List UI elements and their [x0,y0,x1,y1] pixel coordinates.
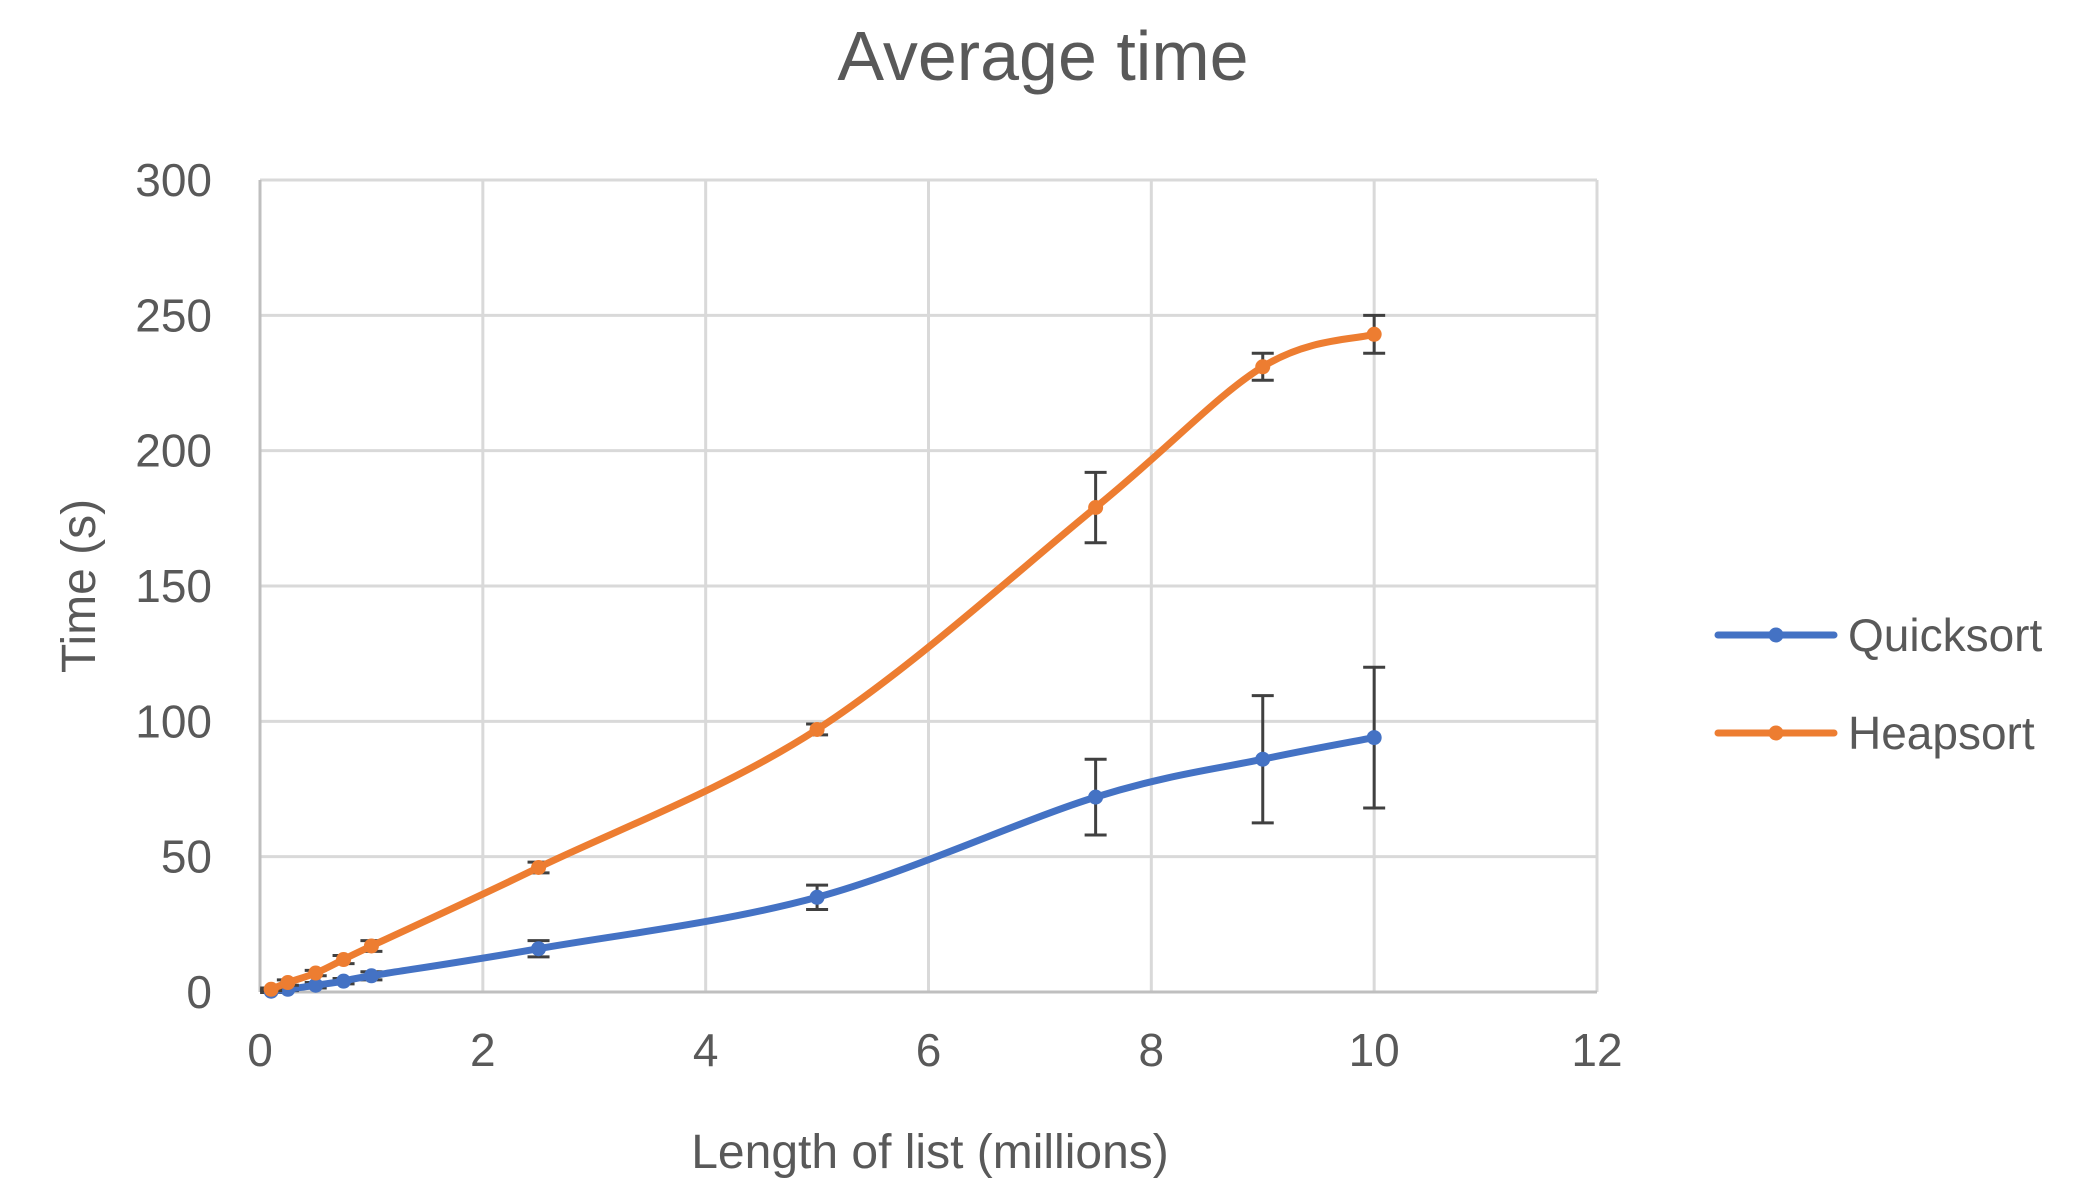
quicksort-point [363,968,379,984]
x-tick-label: 4 [693,1024,719,1076]
y-axis-title: Time (s) [53,499,106,673]
quicksort-point [336,973,352,989]
heapsort-point [531,859,547,875]
legend-marker-quicksort [1768,627,1784,643]
heapsort-point [308,965,324,981]
legend-marker-heapsort [1768,725,1784,741]
heapsort-point [263,981,279,997]
quicksort-point [1366,730,1382,746]
x-axis-title: Length of list (millions) [691,1126,1169,1179]
x-tick-label: 0 [247,1024,273,1076]
y-tick-label: 100 [135,695,212,747]
x-tick-label: 6 [916,1024,942,1076]
heapsort-point [1255,359,1271,375]
axes [258,180,1597,994]
y-tick-label: 300 [135,154,212,206]
quicksort-point [308,977,324,993]
y-tick-label: 150 [135,560,212,612]
heapsort-point [809,721,825,737]
quicksort-line [267,734,1378,995]
tick-labels: 0 50 100 150 200 250 300 0 2 4 6 8 10 12 [135,154,1622,1076]
legend: Quicksort Heapsort [1714,609,2042,759]
y-tick-label: 250 [135,289,212,341]
quicksort-point [531,941,547,957]
quicksort-point [1088,789,1104,805]
legend-item-heapsort: Heapsort [1714,707,2035,759]
legend-label-quicksort: Quicksort [1848,609,2042,661]
heapsort-point [280,975,296,991]
heapsort-point [1366,326,1382,342]
y-tick-label: 50 [161,831,212,883]
legend-label-heapsort: Heapsort [1848,707,2035,759]
x-tick-label: 8 [1139,1024,1165,1076]
heapsort-series [260,313,1386,997]
gridlines [260,178,1599,992]
heapsort-point [336,952,352,968]
x-tick-label: 2 [470,1024,496,1076]
quicksort-point [809,889,825,905]
y-tick-label: 0 [186,966,212,1018]
heapsort-point [363,938,379,954]
heapsort-point [1088,500,1104,516]
quicksort-point [1255,751,1271,767]
x-tick-label: 10 [1349,1024,1400,1076]
heapsort-line [267,330,1378,993]
quicksort-series [260,665,1386,999]
series [260,313,1386,999]
x-tick-label: 12 [1571,1024,1622,1076]
chart-title: Average time [837,17,1248,95]
y-tick-label: 200 [135,425,212,477]
legend-item-quicksort: Quicksort [1714,609,2042,661]
